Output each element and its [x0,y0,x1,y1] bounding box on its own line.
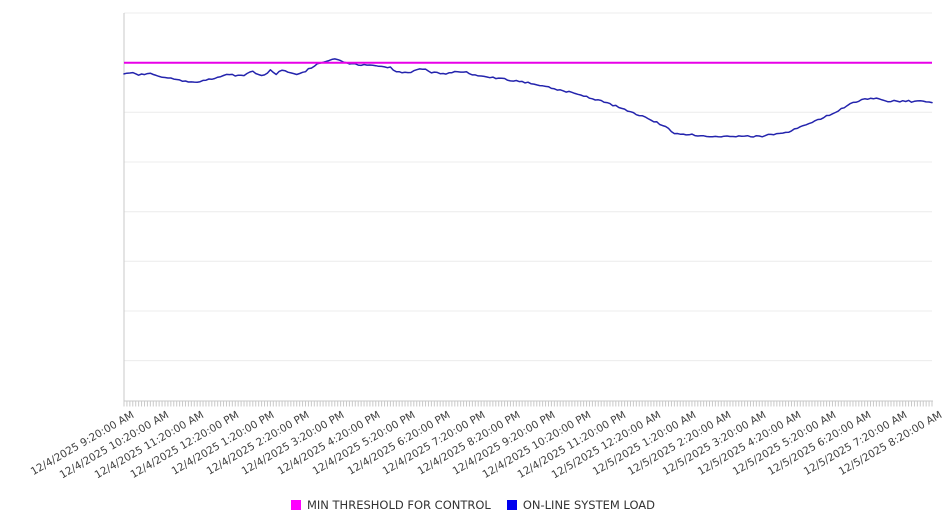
legend-item-min-threshold[interactable]: MIN THRESHOLD FOR CONTROL [290,498,491,512]
legend-label-online-system-load: ON-LINE SYSTEM LOAD [522,498,656,512]
legend-item-online-system-load[interactable]: ON-LINE SYSTEM LOAD [506,498,656,512]
legend-swatch-blue-icon [506,500,517,510]
legend-swatch-magenta-icon [290,500,301,510]
x-axis-minor-ticks [123,401,933,407]
legend: MIN THRESHOLD FOR CONTROL ON-LINE SYSTEM… [0,498,946,512]
online-system-load-line [123,58,933,138]
legend-label-min-threshold: MIN THRESHOLD FOR CONTROL [306,498,491,512]
